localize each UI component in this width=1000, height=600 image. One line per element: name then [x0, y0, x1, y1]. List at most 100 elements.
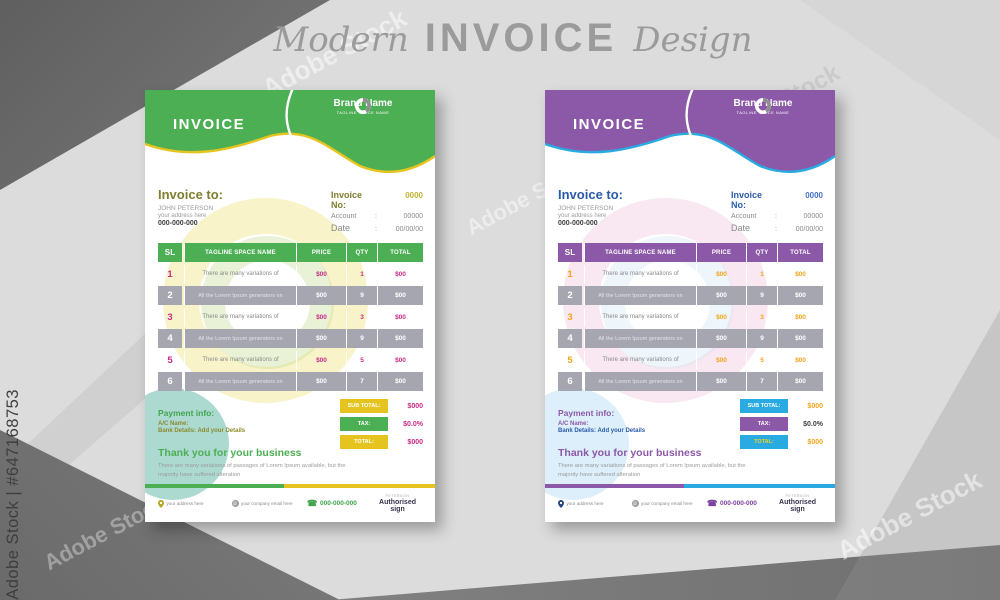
table-row: 2 All the Lorem Ipsum generators on $00 … — [158, 286, 423, 305]
table-row: 6 All the Lorem Ipsum generators on $00 … — [158, 372, 423, 391]
client-address: your address here — [558, 213, 607, 219]
tax-value: $0.0% — [803, 420, 823, 428]
cell-qty: 5 — [746, 350, 777, 370]
total-value: $000 — [807, 438, 823, 446]
phone-icon: ☎ — [306, 498, 318, 509]
client-name: JOHN PETERSON — [158, 205, 214, 212]
cell-sl: 5 — [167, 354, 173, 366]
bill-to-block: Invoice to: JOHN PETERSON your address h… — [158, 187, 223, 227]
thank-you-note: There are many variations of passages of… — [158, 463, 346, 478]
table-row: 1 There are many variations of $00 1 $00 — [158, 264, 423, 284]
signature-block: PETERSON Authorised sign — [773, 494, 822, 513]
cell-price: $00 — [696, 286, 746, 305]
separator: : — [775, 226, 777, 233]
invoice-number-row: Invoice No: 0000 — [331, 190, 423, 210]
cell-price: $00 — [296, 264, 346, 284]
total-row: TOTAL: $000 — [340, 435, 423, 449]
date-label: Date — [731, 223, 751, 233]
bill-to-block: Invoice to: JOHN PETERSON your address h… — [558, 187, 623, 227]
cell-price: $00 — [296, 329, 346, 348]
cell-total: $00 — [377, 286, 423, 305]
table-row: 3 There are many variations of $00 3 $00 — [558, 307, 823, 327]
col-header-price: PRICE — [696, 243, 746, 262]
cell-total: $00 — [777, 350, 823, 370]
cell-price: $00 — [296, 350, 346, 370]
table-row: 4 All the Lorem Ipsum generators on $00 … — [558, 329, 823, 348]
cell-price: $00 — [296, 286, 346, 305]
cell-description: All the Lorem Ipsum generators on — [584, 286, 696, 305]
client-name: JOHN PETERSON — [558, 205, 614, 212]
col-header-description: TAGLINE SPACE NAME — [584, 243, 696, 262]
thank-you-block: Thank you for your business There are ma… — [558, 447, 763, 480]
invoice-card: INVOICE Brand Name TAGLINE SPACE NAME In… — [145, 90, 435, 522]
footer-divider — [145, 484, 435, 488]
footer-email: @ your company email here — [631, 500, 707, 507]
thank-you-title: Thank you for your business — [158, 447, 302, 459]
cell-description: There are many variations of — [584, 307, 696, 327]
table-row: 6 All the Lorem Ipsum generators on $00 … — [558, 372, 823, 391]
cell-description: There are many variations of — [184, 307, 296, 327]
date-label: Date — [331, 223, 351, 233]
cell-total: $00 — [777, 264, 823, 284]
header-wave-graphic — [545, 90, 835, 173]
date-value: 00/00/00 — [395, 226, 423, 233]
account-label: Account — [731, 213, 757, 220]
invoice-to-label: Invoice to: — [158, 187, 224, 202]
cell-description: All the Lorem Ipsum generators on — [184, 286, 296, 305]
invoice-card: INVOICE Brand Name TAGLINE SPACE NAME In… — [545, 90, 835, 522]
cell-total: $00 — [377, 372, 423, 391]
account-value: 00000 — [803, 213, 823, 220]
subtotal-row: SUB TOTAL: $000 — [340, 399, 423, 413]
invoice-number-row: Invoice No: 0000 — [731, 190, 823, 210]
date-value: 00/00/00 — [795, 226, 823, 233]
account-name-line: A/C Name: — [558, 420, 589, 427]
page-title: Modern INVOICE Design — [0, 16, 1000, 61]
brand-logo: Brand Name TAGLINE SPACE NAME — [721, 97, 805, 115]
invoice-meta-block: Invoice No: 0000 Account : 00000 Date : … — [331, 190, 423, 236]
payment-info-block: Payment info: A/C Name: Bank Details: Ad… — [558, 408, 645, 434]
cell-sl: 1 — [567, 268, 573, 280]
footer-address-text: your address here — [566, 501, 604, 506]
cell-total: $00 — [377, 350, 423, 370]
cell-qty: 9 — [346, 286, 377, 305]
table-row: 1 There are many variations of $00 1 $00 — [558, 264, 823, 284]
thank-you-block: Thank you for your business There are ma… — [158, 447, 363, 480]
tax-label: TAX: — [740, 417, 788, 431]
col-header-price: PRICE — [296, 243, 346, 262]
authorised-sign-label: Authorised sign — [379, 499, 416, 513]
date-row: Date : 00/00/00 — [331, 223, 423, 233]
payment-info-title: Payment info: — [158, 408, 215, 418]
cell-qty: 1 — [746, 264, 777, 284]
totals-block: SUB TOTAL: $000 TAX: $0.0% TOTAL: $000 — [740, 399, 823, 453]
cell-sl: 2 — [158, 286, 182, 305]
invoice-title: INVOICE — [173, 116, 246, 133]
col-header-qty: QTY — [346, 243, 377, 262]
total-label: TOTAL: — [340, 435, 388, 449]
table-row: 4 All the Lorem Ipsum generators on $00 … — [158, 329, 423, 348]
footer-phone: ☎ 000-000-000 — [707, 499, 773, 508]
location-pin-icon — [558, 499, 564, 508]
cell-qty: 3 — [746, 307, 777, 327]
thank-you-title: Thank you for your business — [558, 447, 702, 459]
title-word-design: Design — [633, 20, 753, 60]
email-icon: @ — [631, 500, 639, 507]
cell-price: $00 — [696, 372, 746, 391]
footer-phone-number: 000-000-000 — [719, 500, 757, 507]
table-header-row: SL TAGLINE SPACE NAME PRICE QTY TOTAL — [558, 243, 823, 262]
cell-total: $00 — [377, 329, 423, 348]
cell-sl: 1 — [167, 268, 173, 280]
cell-sl: 4 — [158, 329, 182, 348]
date-row: Date : 00/00/00 — [731, 223, 823, 233]
separator: : — [375, 213, 377, 220]
cell-sl: 3 — [167, 311, 173, 323]
title-word-invoice: INVOICE — [424, 16, 618, 60]
col-header-description: TAGLINE SPACE NAME — [184, 243, 296, 262]
footer-email-text: your company email here — [241, 501, 293, 506]
cell-total: $00 — [377, 264, 423, 284]
invoice-footer: your address here @ your company email h… — [158, 494, 422, 513]
cell-price: $00 — [296, 372, 346, 391]
invoice-number-label: Invoice No: — [331, 190, 363, 210]
cell-sl: 2 — [558, 286, 582, 305]
footer-address-text: your address here — [166, 501, 204, 506]
cell-sl: 6 — [158, 372, 182, 391]
